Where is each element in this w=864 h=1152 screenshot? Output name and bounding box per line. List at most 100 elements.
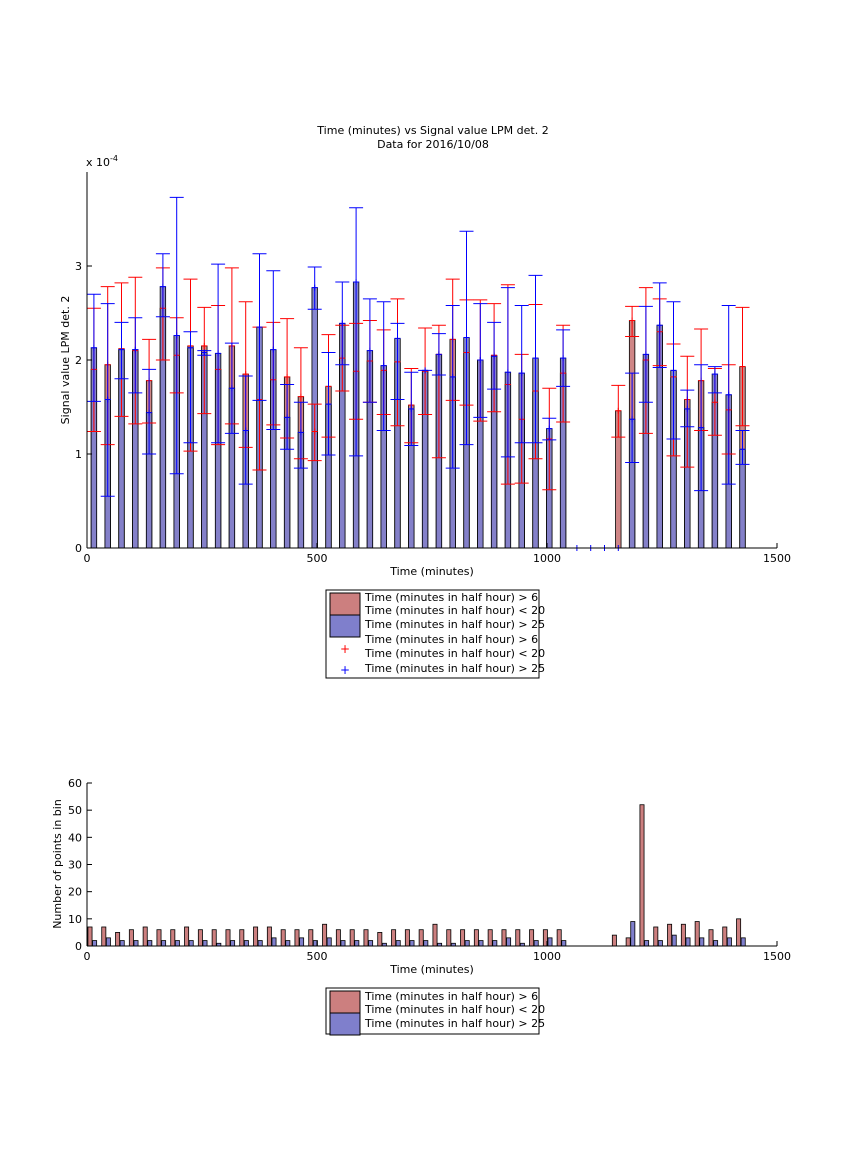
bottom-chart: 0 500 1000 1500 0 10 20 30 40 50 60 Time (minutes)… xyxy=(51,777,791,976)
blue-series-errorbar xyxy=(349,207,364,457)
blue-series-marker xyxy=(380,362,387,369)
blue-series-bar xyxy=(547,937,553,947)
red-series-bar xyxy=(487,929,493,947)
blue-series-marker xyxy=(159,283,166,290)
blue-series-bar xyxy=(506,937,512,947)
red-series-bar xyxy=(639,804,645,947)
blue-series-bar xyxy=(326,937,332,947)
red-series-bar xyxy=(404,929,410,947)
blue-series-bar xyxy=(271,937,277,947)
bottom-legend-swatch-blue xyxy=(329,1012,361,1036)
red-series-marker xyxy=(739,363,746,370)
red-series-bar xyxy=(515,929,521,947)
red-series-marker xyxy=(711,399,718,406)
blue-series-bar xyxy=(133,940,139,947)
blue-series-bar xyxy=(92,940,98,947)
blue-series-marker xyxy=(422,367,429,374)
red-series-bar xyxy=(308,929,314,947)
top-exponent-label: x 10-4 xyxy=(86,154,118,169)
red-series-bar xyxy=(239,929,245,947)
blue-series-marker xyxy=(132,346,139,353)
legend-marker-blue: + xyxy=(340,663,350,677)
blue-series-bar xyxy=(285,940,291,947)
top-exponent-power: -4 xyxy=(110,154,118,163)
red-series-marker xyxy=(615,407,622,414)
blue-series-marker xyxy=(629,416,636,423)
top-exponent-base: x 10 xyxy=(86,156,110,169)
red-series-marker xyxy=(201,342,208,349)
y-tick-label: 2 xyxy=(75,354,82,367)
y-tick-label: 0 xyxy=(75,542,82,555)
blue-series-marker xyxy=(394,335,401,342)
blue-series-bar xyxy=(685,937,691,947)
bottom-legend-entry-1: Time (minutes in half hour) > 6 xyxy=(364,990,538,1003)
blue-series-bar xyxy=(243,940,249,947)
red-series-bar xyxy=(460,929,466,947)
red-series-bar xyxy=(708,929,714,947)
top-legend-box xyxy=(325,589,540,679)
top-legend: + + Time (minutes in half hour) > 6 Time… xyxy=(325,589,545,679)
blue-series-marker xyxy=(311,284,318,291)
blue-series-bar xyxy=(257,940,263,947)
red-series-bar xyxy=(667,923,673,947)
blue-series-marker xyxy=(504,369,511,376)
legend-swatch-blue xyxy=(329,614,361,638)
x-tick-label: 0 xyxy=(84,950,91,963)
blue-series-bar xyxy=(299,937,305,947)
blue-series-marker xyxy=(670,367,677,374)
red-series-bar xyxy=(211,929,217,947)
legend-swatch-red xyxy=(329,592,361,616)
red-series-errorbar xyxy=(197,306,212,415)
red-series-bar xyxy=(197,929,203,947)
blue-series-marker xyxy=(698,424,705,431)
red-series-bar xyxy=(142,926,148,947)
blue-series-marker xyxy=(242,427,249,434)
top-legend-entry-1: Time (minutes in half hour) > 6 xyxy=(364,591,538,604)
blue-series-marker xyxy=(339,320,346,327)
blue-series-bar xyxy=(147,940,153,947)
red-series-bar xyxy=(322,923,328,947)
blue-series-bar xyxy=(105,937,111,947)
top-legend-entry-6: Time (minutes in half hour) > 25 xyxy=(364,662,545,675)
red-series-bar xyxy=(501,929,507,947)
blue-series-marker xyxy=(491,353,498,360)
blue-series-marker xyxy=(146,409,153,416)
red-series-marker xyxy=(297,393,304,400)
red-series-bar xyxy=(722,926,728,947)
top-legend-entry-2: Time (minutes in half hour) < 20 xyxy=(364,604,545,617)
red-series-bar xyxy=(446,929,452,947)
red-series-bar xyxy=(335,929,341,947)
blue-series-bar xyxy=(202,940,208,947)
blue-series-marker xyxy=(284,414,291,421)
x-tick-label: 1000 xyxy=(533,950,561,963)
red-series-bar xyxy=(391,929,397,947)
blue-series-marker xyxy=(408,405,415,412)
top-legend-entry-4: Time (minutes in half hour) > 6 xyxy=(364,633,538,646)
blue-series-bar xyxy=(230,940,236,947)
blue-series-marker xyxy=(684,405,691,412)
blue-series-errorbar xyxy=(707,366,722,394)
blue-series-marker xyxy=(353,278,360,285)
top-chart: Time (minutes) vs Signal value LPM det. … xyxy=(59,124,791,578)
blue-series-bar xyxy=(699,937,705,947)
red-series-bar xyxy=(418,929,424,947)
bottom-axis-ticks: 0 500 1000 1500 0 10 20 30 40 50 60 xyxy=(68,777,791,963)
blue-series-marker xyxy=(656,322,663,329)
y-tick-label: 60 xyxy=(68,777,82,790)
blue-series-marker xyxy=(546,425,553,432)
y-tick-label: 50 xyxy=(68,804,82,817)
red-series-bar xyxy=(556,929,562,947)
x-tick-label: 500 xyxy=(307,950,328,963)
blue-series-bar xyxy=(492,940,498,947)
bottom-plot-area xyxy=(87,804,746,947)
red-series-bar xyxy=(611,934,617,947)
bottom-legend-swatch-red xyxy=(329,990,361,1014)
legend-marker-red: + xyxy=(340,642,350,656)
x-tick-label: 500 xyxy=(307,552,328,565)
red-series-marker xyxy=(284,373,291,380)
blue-series-bar xyxy=(161,940,167,947)
red-series-bar xyxy=(184,926,190,947)
top-y-axis-label: Signal value LPM det. 2 xyxy=(59,296,72,425)
red-series-marker xyxy=(629,317,636,324)
